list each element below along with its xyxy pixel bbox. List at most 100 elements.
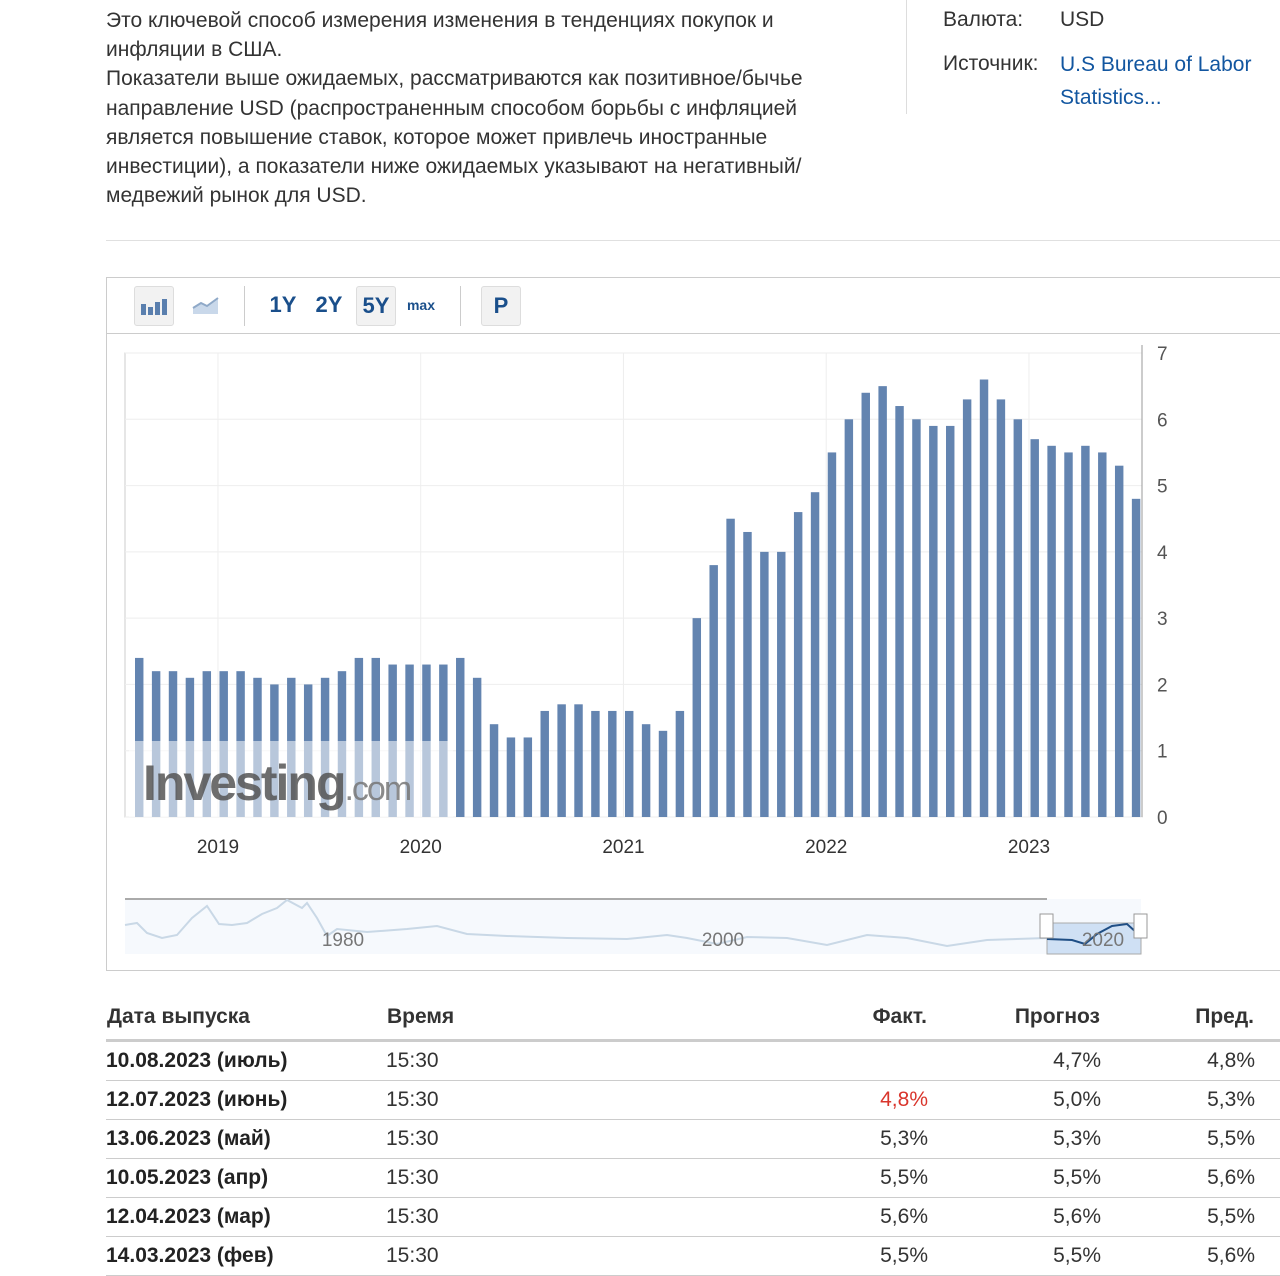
bar <box>1081 445 1090 817</box>
y-tick-label: 5 <box>1157 477 1168 498</box>
area-chart-button[interactable] <box>187 286 225 324</box>
watermark-backdrop <box>129 741 453 817</box>
bar <box>523 737 533 817</box>
bar <box>793 512 803 817</box>
bar <box>472 677 482 817</box>
header-forecast[interactable]: Прогноз <box>928 995 1101 1042</box>
bar <box>1030 439 1039 817</box>
bar <box>574 704 583 817</box>
range-5y-button[interactable]: 5Y <box>356 286 396 326</box>
currency-value: USD <box>1060 8 1105 31</box>
bar <box>624 710 634 817</box>
bar <box>439 664 448 817</box>
bar <box>1013 419 1023 817</box>
row-date: 12.04.2023 (мар) <box>106 1197 386 1237</box>
bar <box>456 657 465 817</box>
header-previous[interactable]: Пред. <box>1101 995 1255 1042</box>
row-forecast: 5,3% <box>928 1119 1101 1159</box>
bar <box>608 710 617 817</box>
description-paragraph: Показатели выше ожидаемых, рассматривают… <box>106 67 803 208</box>
bar <box>844 419 854 817</box>
x-tick-label: 2019 <box>197 837 239 858</box>
navigator-selected-line <box>1046 922 1138 946</box>
bar-chart-icon <box>141 299 167 315</box>
row-actual <box>648 1040 928 1081</box>
area-chart-icon <box>192 297 219 314</box>
header-date[interactable]: Дата выпуска <box>106 995 386 1042</box>
bar-chart-button[interactable] <box>134 286 174 326</box>
range-2y-button[interactable]: 2Y <box>315 292 343 317</box>
bar <box>675 710 685 817</box>
range-max-button[interactable]: max <box>406 297 436 313</box>
row-forecast: 5,6% <box>928 1197 1101 1237</box>
y-tick-label: 2 <box>1157 675 1168 696</box>
bar <box>1064 452 1073 817</box>
row-previous: 5,6% <box>1101 1236 1255 1276</box>
header-actual[interactable]: Факт. <box>648 995 928 1042</box>
navigator-label: 2000 <box>702 930 744 951</box>
source-row: Источник: U.S Bureau of Labor Statistics.… <box>943 48 1270 114</box>
divider <box>106 240 1280 241</box>
navigator-background <box>125 899 1141 954</box>
chart-container: 1Y 2Y 5Y max P Investing.com 0 1 2 3 4 5 6 7 201… <box>106 277 1280 971</box>
x-tick-label: 2023 <box>1008 837 1050 858</box>
bar <box>777 551 786 817</box>
bar-chart: Investing.com 0 1 2 3 4 5 6 7 2019 2020 2021 2022 20… <box>124 344 1168 955</box>
navigator-left-handle[interactable] <box>1039 913 1054 939</box>
row-time: 15:30 <box>386 1040 648 1081</box>
table-row: 10.08.2023 (июль) 15:30 4,7% 4,8% <box>106 1040 1280 1081</box>
bar <box>979 379 989 817</box>
bar <box>422 664 431 817</box>
row-actual: 4,8% <box>648 1080 928 1120</box>
bar <box>388 664 397 817</box>
bar <box>1131 498 1141 817</box>
navigator-selection[interactable] <box>1046 922 1142 955</box>
toolbar-separator <box>460 286 461 326</box>
bar <box>540 710 549 817</box>
x-tick-label: 2022 <box>805 837 847 858</box>
y-tick-label: 1 <box>1157 742 1168 763</box>
bar <box>1047 445 1056 817</box>
row-actual: 5,6% <box>648 1197 928 1237</box>
bar <box>489 724 499 817</box>
bar <box>405 664 414 817</box>
toolbar-separator <box>244 286 245 326</box>
row-forecast: 5,0% <box>928 1080 1101 1120</box>
currency-label: Валюта: <box>943 8 1024 31</box>
table-row: 10.05.2023 (апр) 15:30 5,5% 5,5% 5,6% <box>106 1158 1280 1198</box>
table-header-row: Дата выпуска Время Факт. Прогноз Пред. <box>106 995 1280 1042</box>
bar <box>929 425 938 817</box>
table-row: 12.07.2023 (июнь) 15:30 4,8% 5,0% 5,3% <box>106 1080 1280 1120</box>
bar <box>506 737 516 817</box>
bar <box>861 392 870 817</box>
bar <box>557 704 566 817</box>
bar <box>591 710 600 817</box>
range-1y-button[interactable]: 1Y <box>269 292 297 317</box>
bar <box>1098 452 1107 817</box>
x-tick-label: 2020 <box>400 837 442 858</box>
row-date: 13.06.2023 (май) <box>106 1119 386 1159</box>
row-forecast: 5,5% <box>928 1158 1101 1198</box>
bar <box>743 531 752 817</box>
row-time: 15:30 <box>386 1080 648 1120</box>
navigator[interactable]: 1980 2000 2020 <box>124 898 1148 955</box>
event-description: Это ключевой способ измерения изменения … <box>106 6 866 210</box>
source-link[interactable]: U.S Bureau of Labor Statistics... <box>1060 53 1252 109</box>
row-date: 10.08.2023 (июль) <box>106 1040 386 1081</box>
row-previous: 5,3% <box>1101 1080 1255 1120</box>
navigator-label: 1980 <box>322 930 364 951</box>
bar <box>135 657 144 817</box>
row-forecast: 4,7% <box>928 1040 1101 1081</box>
row-date: 10.05.2023 (апр) <box>106 1158 386 1198</box>
bar <box>962 399 972 817</box>
navigator-right-handle[interactable] <box>1133 913 1148 939</box>
row-previous: 5,5% <box>1101 1197 1255 1237</box>
navigator-label: 2020 <box>1082 930 1124 951</box>
row-actual: 5,3% <box>648 1119 928 1159</box>
header-time[interactable]: Время <box>386 995 648 1042</box>
bar <box>946 425 955 817</box>
bar <box>1114 465 1124 817</box>
source-label: Источник: <box>943 52 1039 75</box>
p-button[interactable]: P <box>481 286 521 326</box>
y-tick-label: 3 <box>1157 609 1168 630</box>
